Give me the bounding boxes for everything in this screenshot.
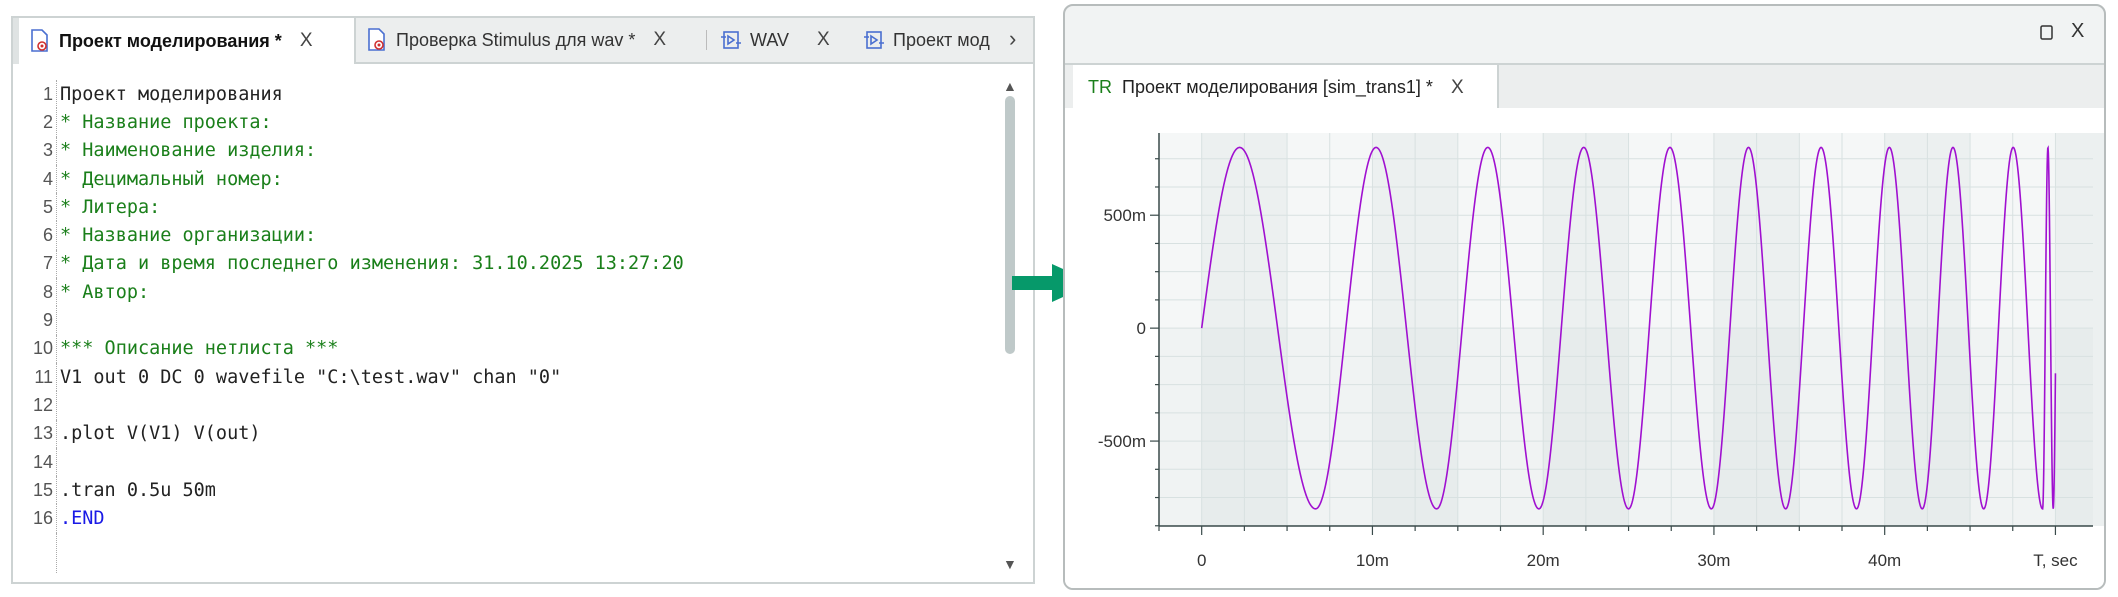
netlist-file-icon [368,28,385,51]
code-line[interactable]: 13 .plot V(V1) V(out) [13,419,684,448]
chevron-right-icon[interactable]: › [1009,26,1017,51]
code-text: * Дата и время последнего изменения: 31.… [60,253,684,275]
x-tick-label: 30m [1697,551,1730,570]
code-text: * Название организации: [60,225,317,247]
code-text: .END [60,508,105,530]
close-icon[interactable]: X [653,29,667,50]
line-number: 3 [13,136,57,165]
x-tick-label: T, sec [2033,551,2078,570]
x-tick-label: 10m [1356,551,1389,570]
stimulus-icon [721,31,741,49]
window-close-button[interactable]: X [2071,20,2085,42]
maximize-icon[interactable] [2039,24,2055,48]
tab-label: Проект мод [893,29,990,50]
close-icon[interactable]: X [1450,76,1464,98]
stimulus-icon [864,31,884,49]
line-number: 6 [13,221,57,250]
x-tick-label: 0 [1197,551,1206,570]
y-tick-label: -500m [1098,432,1146,451]
line-number: 14 [13,447,57,477]
plot-band [1159,328,2093,526]
line-number: 1 [13,80,57,109]
line-number: 12 [13,391,57,420]
plot-band [2055,133,2104,526]
code-line[interactable]: 16 .END [13,504,684,533]
code-line[interactable]: 11 V1 out 0 DC 0 wavefile "C:\test.wav" c… [13,362,684,392]
editor-tab-bar: Проект моделирования * X Проверка Stimul… [13,18,1033,64]
code-line[interactable]: 9 [13,306,684,335]
result-tab-bar: TR Проект моделирования [sim_trans1] * X [1065,63,2104,110]
code-line[interactable]: 2 * Название проекта: [13,108,684,137]
code-text: *** Описание нетлиста *** [60,338,339,360]
line-number: 16 [13,504,57,533]
line-number: 4 [13,164,57,194]
code-line[interactable]: 4 * Децимальный номер: [13,164,684,194]
tab-separator [706,30,707,50]
code-text: * Название проекта: [60,111,272,133]
tab-label: Проект моделирования [sim_trans1] * [1122,77,1433,97]
code-line[interactable]: 1 Проект моделирования [13,80,684,109]
code-line[interactable]: 15 .tran 0.5u 50m [13,476,684,505]
tab-sim-trans1[interactable]: TR Проект моделирования [sim_trans1] * X [1073,65,1499,110]
gutter [56,533,57,573]
code-text: * Наименование изделия: [60,140,317,162]
code-line[interactable]: 10 *** Описание нетлиста *** [13,334,684,363]
tab-stimulus-check[interactable]: Проверка Stimulus для wav * X [356,18,706,62]
line-number: 7 [13,249,57,279]
netlist-file-icon [31,29,48,52]
line-number: 9 [13,306,57,335]
code-text: * Автор: [60,281,150,303]
netlist-editor-panel: Проект моделирования * X Проверка Stimul… [11,16,1035,584]
code-text: .tran 0.5u 50m [60,479,216,501]
line-number: 13 [13,419,57,448]
close-icon[interactable]: X [299,30,313,51]
y-tick-label: 500m [1103,206,1146,225]
code-text: .plot V(V1) V(out) [60,423,261,445]
scroll-down-arrow-icon[interactable]: ▼ [1003,556,1017,572]
code-line[interactable]: 12 [13,391,684,420]
tab-label: WAV [750,29,789,50]
tab-project-modeling[interactable]: Проект моделирования * X [13,18,356,64]
transient-plot[interactable]: 0 10m 20m 30m 40m T, sec 500m 0 -500m [1065,108,2105,590]
code-line[interactable]: 7 * Дата и время последнего изменения: 31… [13,249,684,279]
line-number: 10 [13,334,57,363]
code-area[interactable]: 1 Проект моделирования 2 * Название проекта… [13,80,684,533]
scroll-up-arrow-icon[interactable]: ▲ [1003,78,1017,94]
tab-project-mod[interactable]: Проект мод [853,18,1003,62]
y-tick-label: 0 [1137,319,1146,338]
code-text: Проект моделирования [60,83,283,105]
tab-wav[interactable]: WAV X [710,18,840,62]
code-line[interactable]: 3 * Наименование изделия: [13,136,684,165]
code-text: V1 out 0 DC 0 wavefile "C:\test.wav" cha… [60,366,562,388]
x-tick-label: 20m [1527,551,1560,570]
scrollbar-thumb[interactable] [1005,96,1015,354]
line-number: 15 [13,476,57,505]
code-text: * Литера: [60,196,161,218]
arrow-right-icon [1012,264,1094,302]
code-line[interactable]: 14 [13,447,684,477]
trace-v-out [1200,145,2057,510]
close-icon[interactable]: X [817,29,830,50]
code-line[interactable]: 6 * Название организации: [13,221,684,250]
line-number: 11 [13,362,57,392]
tab-label: Проверка Stimulus для wav * [396,29,636,50]
code-line[interactable]: 5 * Литера: [13,193,684,222]
code-line[interactable]: 8 * Автор: [13,278,684,307]
simulation-result-window: X TR Проект моделирования [sim_trans1] *… [1063,4,2106,590]
line-number: 5 [13,193,57,222]
code-text: * Децимальный номер: [60,168,283,190]
plot-area-container: 0 10m 20m 30m 40m T, sec 500m 0 -500m [1065,108,2104,588]
tab-label: Проект моделирования * [59,30,282,51]
transient-tag: TR [1088,77,1112,97]
line-number: 8 [13,278,57,307]
x-tick-label: 40m [1868,551,1901,570]
line-number: 2 [13,108,57,137]
